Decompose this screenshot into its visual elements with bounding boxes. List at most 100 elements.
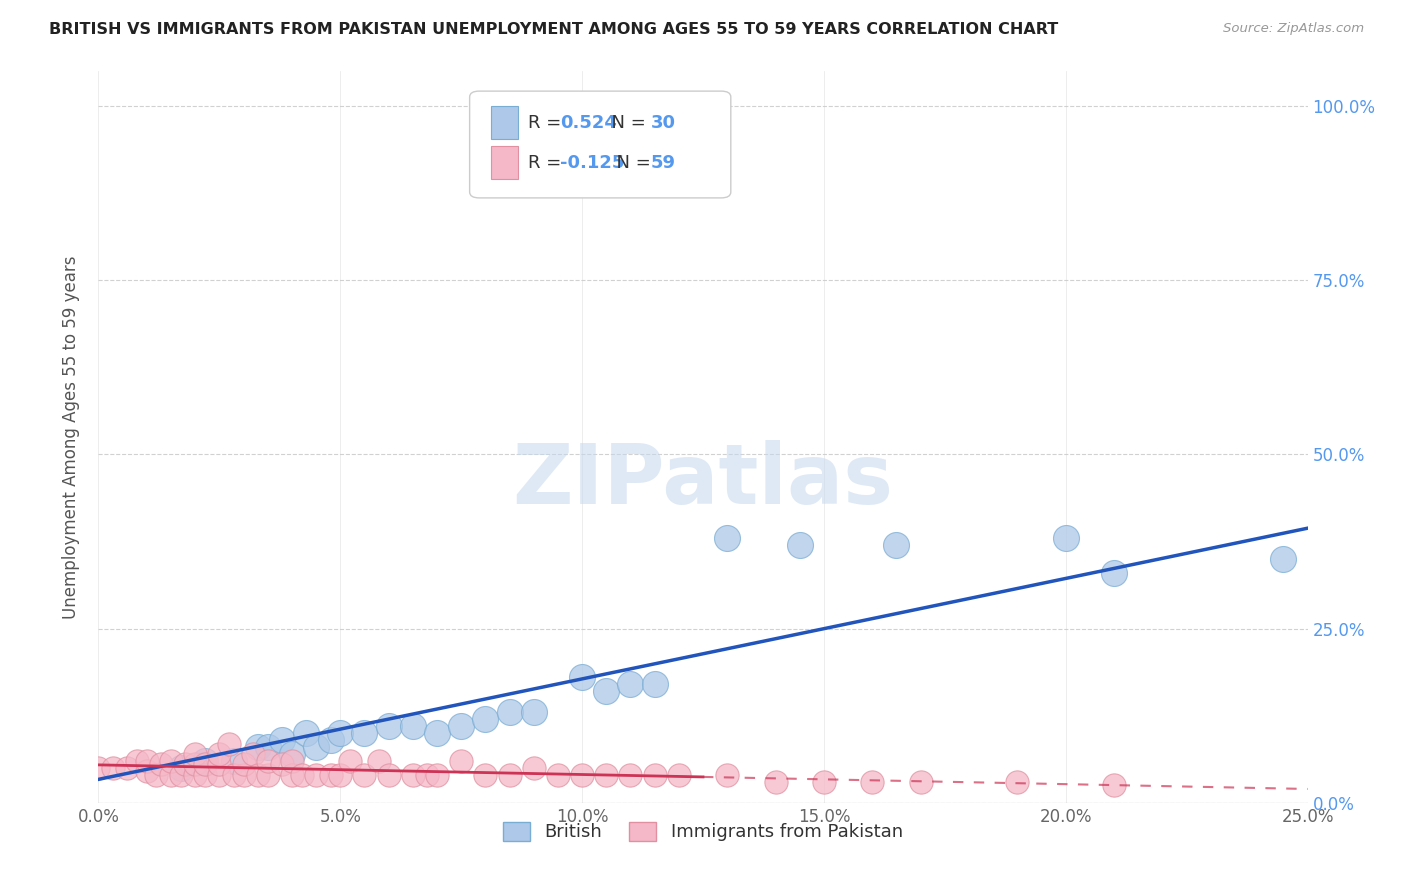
Point [523,705,546,719]
Point [222,768,245,782]
Point [232,757,254,772]
Point [150,757,173,772]
Point [523,761,546,775]
Point [716,531,738,545]
Point [377,768,399,782]
Point [339,754,361,768]
Text: BRITISH VS IMMIGRANTS FROM PAKISTAN UNEMPLOYMENT AMONG AGES 55 TO 59 YEARS CORRE: BRITISH VS IMMIGRANTS FROM PAKISTAN UNEM… [49,22,1059,37]
Point [860,775,883,789]
Point [208,768,231,782]
Point [256,754,278,768]
FancyBboxPatch shape [492,146,517,179]
Point [135,754,157,768]
Point [353,726,375,740]
Point [886,538,908,552]
Point [145,768,167,782]
Point [281,768,304,782]
Point [169,768,191,782]
Point [474,768,496,782]
Point [281,754,304,768]
Point [450,719,472,733]
Point [271,733,294,747]
Point [295,726,318,740]
Text: ZIPatlas: ZIPatlas [513,441,893,522]
Text: 59: 59 [651,153,676,172]
Point [194,768,217,782]
Point [135,764,157,779]
Point [256,740,278,755]
Point [571,768,593,782]
Text: R =: R = [527,114,567,132]
Point [813,775,835,789]
Point [1054,531,1077,545]
Point [305,740,328,755]
Legend: British, Immigrants from Pakistan: British, Immigrants from Pakistan [496,814,910,848]
Text: -0.125: -0.125 [561,153,624,172]
Text: N =: N = [600,114,652,132]
Point [319,768,342,782]
Point [402,719,425,733]
Point [247,768,270,782]
Text: 0.524: 0.524 [561,114,617,132]
Point [1102,566,1125,580]
Point [160,768,183,782]
Point [305,768,328,782]
Point [208,757,231,772]
Point [247,740,270,755]
Point [910,775,932,789]
Point [281,747,304,761]
Point [222,754,245,768]
Point [184,757,207,772]
Point [595,768,617,782]
Point [353,768,375,782]
Point [271,757,294,772]
Point [127,754,149,768]
Point [232,768,254,782]
Point [450,754,472,768]
Point [547,768,569,782]
FancyBboxPatch shape [492,106,517,139]
Text: R =: R = [527,153,567,172]
Point [101,761,124,775]
Point [498,768,520,782]
Point [194,754,217,768]
Point [319,733,342,747]
Point [174,757,197,772]
Text: Source: ZipAtlas.com: Source: ZipAtlas.com [1223,22,1364,36]
Point [498,705,520,719]
Point [368,754,391,768]
Point [329,768,352,782]
Point [426,768,449,782]
Point [1007,775,1029,789]
Point [474,712,496,726]
Point [619,768,641,782]
Y-axis label: Unemployment Among Ages 55 to 59 years: Unemployment Among Ages 55 to 59 years [62,255,80,619]
Point [668,768,690,782]
Point [218,737,240,751]
Text: N =: N = [605,153,657,172]
Point [1272,552,1295,566]
Point [426,726,449,740]
FancyBboxPatch shape [470,91,731,198]
Point [789,538,811,552]
Point [571,670,593,684]
Point [765,775,787,789]
Point [644,677,666,691]
Point [1102,778,1125,792]
Point [377,719,399,733]
Point [716,768,738,782]
Point [416,768,439,782]
Text: 30: 30 [651,114,676,132]
Point [117,761,139,775]
Point [595,684,617,698]
Point [242,747,264,761]
Point [160,754,183,768]
Point [644,768,666,782]
Point [329,726,352,740]
Point [184,768,207,782]
Point [208,747,231,761]
Point [87,761,110,775]
Point [194,757,217,772]
Point [290,768,312,782]
Point [256,768,278,782]
